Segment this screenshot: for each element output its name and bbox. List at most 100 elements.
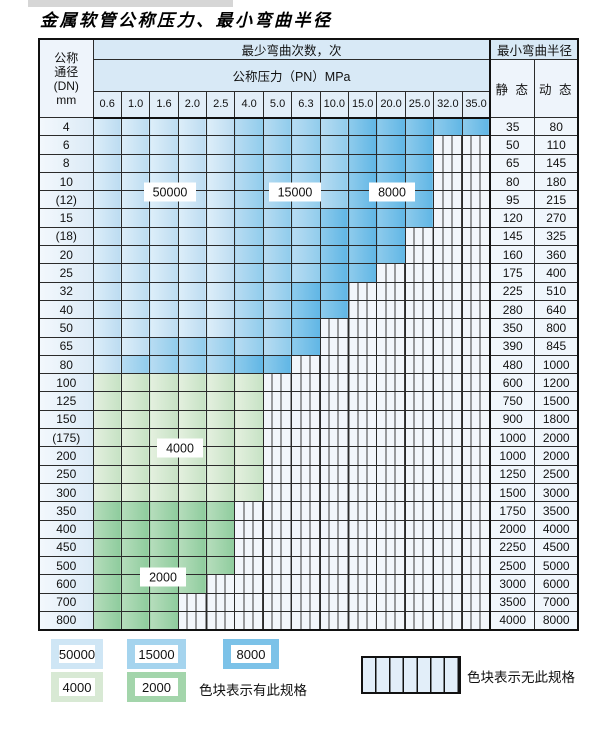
no-spec-cell	[262, 373, 293, 393]
spec-cell	[120, 226, 151, 247]
no-spec-cell	[376, 263, 406, 283]
spec-cell	[92, 537, 122, 558]
no-spec-cell	[404, 263, 435, 283]
spec-cell	[206, 318, 236, 338]
no-spec-cell	[433, 409, 463, 430]
spec-cell	[92, 281, 122, 301]
no-spec-cell	[234, 574, 264, 594]
dn-label: 10	[38, 171, 94, 192]
legend-no-spec-swatch	[361, 656, 461, 694]
no-spec-cell	[376, 299, 406, 320]
dn-label: 15	[38, 208, 94, 228]
no-spec-cell	[319, 556, 350, 576]
static-radius-value: 750	[489, 391, 535, 411]
no-spec-cell	[404, 574, 435, 594]
pressure-col-header: 35.0	[461, 91, 491, 119]
spec-cell	[319, 263, 350, 283]
spec-cell	[120, 611, 151, 631]
zone-label-8000: 8000	[369, 182, 415, 202]
static-radius-value: 175	[489, 263, 535, 283]
dn-label: 25	[38, 263, 94, 283]
no-spec-cell	[433, 428, 463, 448]
spec-cell	[206, 153, 236, 173]
static-radius-value: 4000	[489, 611, 535, 631]
spec-cell	[149, 409, 179, 430]
no-spec-cell	[404, 373, 435, 393]
spec-cell	[206, 171, 236, 192]
spec-cell	[376, 153, 406, 173]
spec-cell	[291, 135, 321, 155]
spec-cell	[206, 336, 236, 356]
no-spec-cell	[461, 391, 491, 411]
spec-cell	[206, 226, 236, 247]
no-spec-cell	[348, 519, 378, 539]
no-spec-cell	[262, 446, 293, 466]
pressure-col-header: 4.0	[234, 91, 264, 119]
no-spec-cell	[348, 537, 378, 558]
no-spec-cell	[433, 391, 463, 411]
spec-cell	[234, 171, 264, 192]
spec-cell	[120, 409, 151, 430]
spec-cell	[206, 245, 236, 265]
no-spec-cell	[262, 537, 293, 558]
no-spec-cell	[291, 391, 321, 411]
header-row-1: 公称 通径 (DN) mm 最少弯曲次数，次 最小弯曲半径	[38, 38, 579, 118]
spec-cell	[206, 537, 236, 558]
header-pressure: 公称压力（PN）MPa	[92, 59, 491, 92]
dn-label: (12)	[38, 190, 94, 210]
no-spec-cell	[348, 428, 378, 448]
dn-label: 700	[38, 592, 94, 613]
spec-cell	[206, 208, 236, 228]
no-spec-cell	[433, 299, 463, 320]
no-spec-cell	[461, 611, 491, 631]
table-row: (175) 1000 2000	[38, 428, 579, 448]
static-radius-value: 65	[489, 153, 535, 173]
scan-artifact-strip	[28, 0, 233, 7]
no-spec-cell	[319, 318, 350, 338]
spec-cell	[291, 245, 321, 265]
legend-chip-4000: 4000	[51, 672, 103, 702]
spec-cell	[319, 208, 350, 228]
no-spec-cell	[433, 519, 463, 539]
no-spec-cell	[433, 208, 463, 228]
no-spec-cell	[319, 537, 350, 558]
no-spec-cell	[348, 611, 378, 631]
spec-cell	[376, 226, 406, 247]
spec-cell	[92, 464, 122, 484]
no-spec-cell	[262, 409, 293, 430]
no-spec-cell	[461, 428, 491, 448]
table-row: 25 175 400	[38, 263, 579, 283]
spec-cell	[348, 226, 378, 247]
legend-chip-value: 2000	[135, 678, 178, 696]
no-spec-cell	[319, 574, 350, 594]
spec-cell	[262, 208, 293, 228]
spec-cell	[120, 464, 151, 484]
legend-chip-15000: 15000	[127, 639, 186, 669]
dynamic-radius-value: 215	[533, 190, 579, 210]
dn-label: 32	[38, 281, 94, 301]
pressure-col-header: 1.6	[149, 91, 179, 119]
no-spec-cell	[461, 190, 491, 210]
spec-cell	[234, 446, 264, 466]
dynamic-radius-value: 80	[533, 116, 579, 137]
table-row: (18) 145 325	[38, 226, 579, 247]
no-spec-cell	[376, 318, 406, 338]
spec-cell	[177, 354, 208, 375]
spec-cell	[206, 409, 236, 430]
spec-cell	[319, 116, 350, 137]
no-spec-cell	[319, 464, 350, 484]
no-spec-cell	[234, 537, 264, 558]
spec-cell	[404, 208, 435, 228]
spec-cell	[177, 519, 208, 539]
spec-cell	[149, 373, 179, 393]
dn-label: 4	[38, 116, 94, 137]
spec-cell	[262, 318, 293, 338]
spec-cell	[92, 556, 122, 576]
spec-cell	[206, 428, 236, 448]
no-spec-cell	[461, 556, 491, 576]
spec-cell	[149, 153, 179, 173]
spec-cell	[92, 611, 122, 631]
no-spec-cell	[461, 208, 491, 228]
no-spec-cell	[291, 373, 321, 393]
table-row: 300 1500 3000	[38, 482, 579, 503]
